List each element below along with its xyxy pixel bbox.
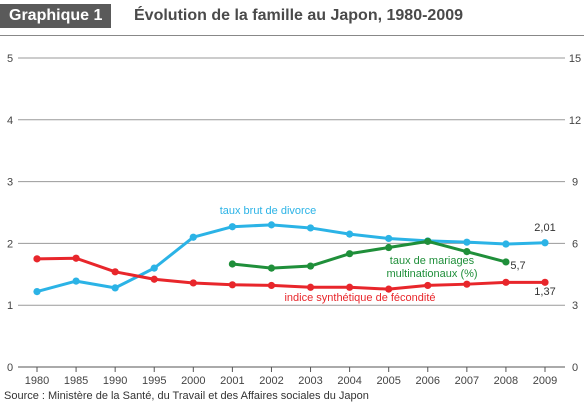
y-right-tick-label: 15 bbox=[569, 53, 581, 65]
data-point bbox=[502, 278, 510, 286]
series-labels: taux brut de divorce 2,01 indice synthétiq… bbox=[220, 205, 556, 304]
x-tick-label: 2006 bbox=[416, 375, 440, 387]
data-point bbox=[189, 279, 197, 287]
series-name-label: taux de mariages multinationaux (%) bbox=[386, 255, 477, 280]
y-left-tick-label: 3 bbox=[7, 177, 13, 189]
data-point bbox=[306, 224, 315, 232]
x-tick-label: 2004 bbox=[337, 375, 361, 387]
data-point bbox=[33, 288, 41, 296]
x-tick-label: 1985 bbox=[64, 375, 88, 387]
data-point bbox=[541, 278, 549, 286]
data-point bbox=[385, 243, 393, 252]
series-name-label: taux brut de divorce bbox=[220, 205, 317, 217]
y-left-tick-label: 5 bbox=[7, 53, 13, 65]
data-point bbox=[189, 233, 197, 241]
x-tick-label: 1980 bbox=[25, 375, 49, 387]
data-point bbox=[111, 284, 119, 292]
x-tick-label: 2002 bbox=[259, 375, 283, 387]
data-point bbox=[541, 239, 549, 247]
data-point bbox=[385, 285, 393, 293]
data-point bbox=[424, 237, 432, 245]
data-point bbox=[33, 255, 41, 263]
data-point bbox=[346, 283, 354, 291]
chart-header: Graphique 1 Évolution de la famille au J… bbox=[0, 0, 584, 36]
y-right-tick-label: 6 bbox=[572, 238, 578, 250]
y-right-tick-label: 12 bbox=[569, 115, 581, 127]
y-left-tick-label: 4 bbox=[7, 115, 13, 127]
series-end-value-label: 2,01 bbox=[534, 222, 555, 234]
x-tick-label: 2005 bbox=[376, 375, 400, 387]
data-point bbox=[267, 221, 276, 229]
y-right-tick-label: 0 bbox=[572, 362, 578, 374]
data-point bbox=[111, 268, 119, 276]
series-end-value-label: 5,7 bbox=[510, 260, 525, 272]
data-point bbox=[150, 264, 158, 272]
data-point bbox=[346, 230, 354, 238]
x-tick-label: 2000 bbox=[181, 375, 205, 387]
series-lines bbox=[33, 221, 549, 296]
y-left-tick-label: 0 bbox=[7, 362, 13, 374]
data-point bbox=[150, 275, 158, 283]
y-right-tick-label: 3 bbox=[572, 300, 578, 312]
data-point bbox=[228, 260, 236, 268]
data-point bbox=[463, 248, 471, 256]
x-tick-label: 2008 bbox=[494, 375, 518, 387]
data-point bbox=[463, 238, 471, 246]
data-point bbox=[228, 281, 236, 289]
series-name-label: indice synthétique de fécondité bbox=[284, 292, 435, 304]
x-tick-label: 1995 bbox=[142, 375, 166, 387]
y-left-tick-label: 2 bbox=[7, 238, 13, 250]
data-point bbox=[267, 264, 276, 272]
x-tick-label: 2007 bbox=[455, 375, 479, 387]
series-line bbox=[36, 256, 545, 291]
y-right-tick-label: 9 bbox=[572, 177, 578, 189]
x-tick-label: 2003 bbox=[298, 375, 322, 387]
series-line bbox=[232, 239, 507, 270]
data-point bbox=[306, 283, 315, 291]
x-tick-label: 2001 bbox=[220, 375, 244, 387]
data-point bbox=[72, 277, 80, 285]
series-line bbox=[36, 223, 546, 294]
source-note: Source : Ministère de la Santé, du Trava… bbox=[4, 390, 369, 402]
data-point bbox=[502, 258, 510, 266]
figure-badge: Graphique 1 bbox=[0, 4, 112, 28]
chart-title: Évolution de la famille au Japon, 1980-2… bbox=[134, 7, 464, 24]
x-tick-label: 2009 bbox=[533, 375, 557, 387]
x-tick-label: 1990 bbox=[103, 375, 127, 387]
data-point bbox=[424, 281, 432, 290]
header-divider bbox=[0, 35, 584, 36]
y-left-tick-label: 1 bbox=[7, 300, 13, 312]
data-point bbox=[346, 250, 354, 258]
data-point bbox=[463, 280, 471, 288]
data-point bbox=[502, 240, 510, 248]
series-end-value-label: 1,37 bbox=[534, 286, 555, 298]
data-point bbox=[267, 281, 276, 290]
data-point bbox=[385, 234, 393, 243]
data-point bbox=[306, 262, 315, 270]
data-point bbox=[228, 223, 236, 231]
data-point bbox=[72, 254, 80, 262]
